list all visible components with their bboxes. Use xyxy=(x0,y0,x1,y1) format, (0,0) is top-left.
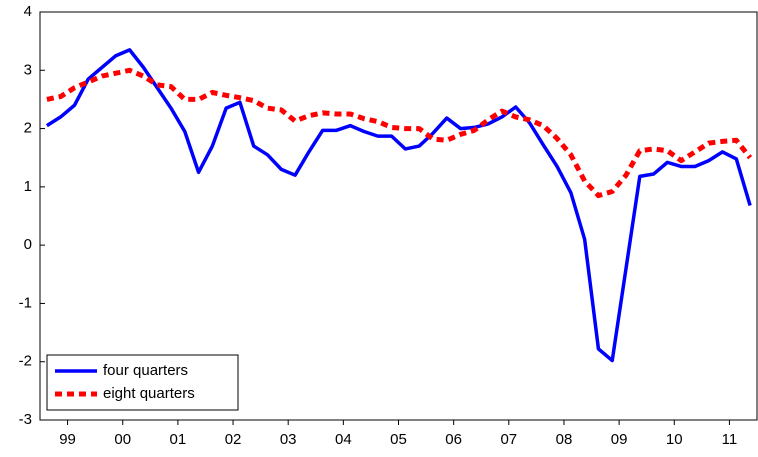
x-tick-label: 00 xyxy=(114,431,131,448)
x-tick-label: 01 xyxy=(170,431,187,448)
x-tick-label: 02 xyxy=(225,431,242,448)
legend-label: eight quarters xyxy=(103,385,195,402)
y-tick-label: 1 xyxy=(24,178,32,195)
y-tick-label: 4 xyxy=(24,3,32,20)
x-tick-label: 09 xyxy=(611,431,628,448)
line-series xyxy=(45,48,752,363)
y-tick-label: -2 xyxy=(19,353,32,370)
x-tick-label: 11 xyxy=(722,431,738,448)
x-tick-label: 99 xyxy=(59,431,76,448)
legend-box xyxy=(46,354,239,411)
x-tick-label: 08 xyxy=(556,431,573,448)
y-tick-label: -3 xyxy=(19,411,32,428)
y-tick-label: 0 xyxy=(24,236,32,253)
x-tick-label: 04 xyxy=(335,431,352,448)
x-tick-label: 03 xyxy=(280,431,297,448)
x-tick-label: 06 xyxy=(445,431,462,448)
y-tick-label: -1 xyxy=(19,294,32,311)
line-series xyxy=(46,67,753,199)
x-tick-label: 07 xyxy=(500,431,517,448)
y-tick-label: 2 xyxy=(24,120,32,137)
y-tick-label: 3 xyxy=(24,61,32,78)
x-tick-label: 10 xyxy=(666,431,683,448)
legend-label: four quarters xyxy=(103,362,188,379)
x-tick-label: 05 xyxy=(390,431,407,448)
